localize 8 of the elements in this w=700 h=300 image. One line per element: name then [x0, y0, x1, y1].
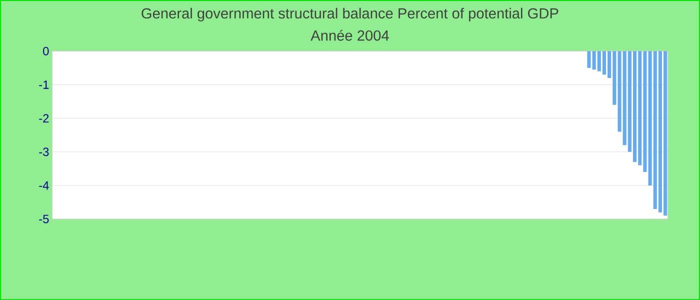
chart-subtitle: Année 2004: [310, 30, 389, 41]
y-tick-label: -3: [39, 148, 49, 156]
y-tick-label: 0: [43, 46, 49, 56]
chart-title: General government structural balance Percent of potential GDP: [142, 8, 558, 22]
y-tick-label: -2: [39, 114, 49, 122]
y-tick-label: -4: [39, 181, 49, 190]
y-tick-label: -5: [39, 214, 49, 224]
y-tick-label: -1: [39, 80, 49, 89]
